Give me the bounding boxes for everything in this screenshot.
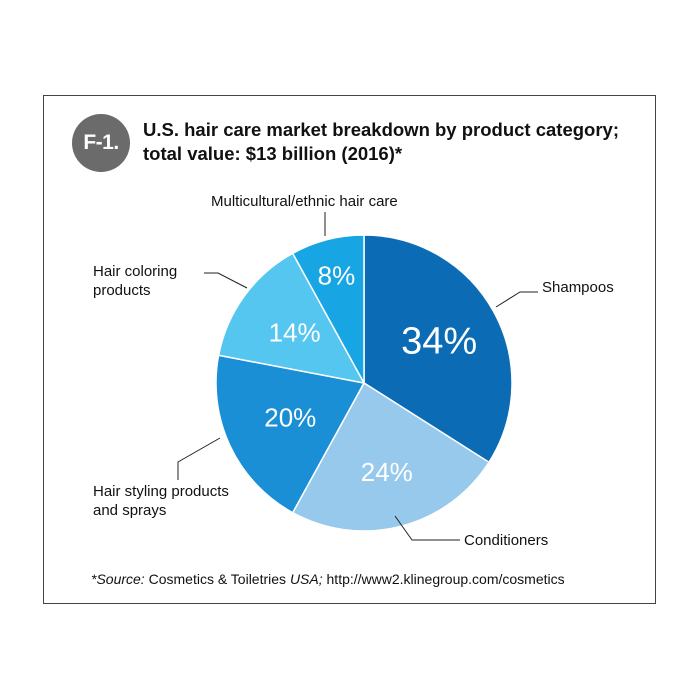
source-url: http://www2.klinegroup.com/cosmetics — [322, 571, 565, 587]
source-note: *Source: Cosmetics & Toiletries USA; htt… — [91, 571, 565, 587]
slice-label-hair-styling-products-and-sprays: Hair styling products and sprays — [93, 483, 229, 519]
leader-line-shampoos — [495, 291, 538, 308]
pie-slice-shampoos — [363, 234, 513, 464]
pie-slice-conditioners — [291, 381, 490, 532]
slice-label-multicultural-ethnic-hair-care: Multicultural/ethnic hair care — [211, 193, 398, 210]
slice-value-hair-coloring-products: 14% — [269, 318, 321, 348]
source-region: USA; — [289, 571, 323, 587]
slice-label-hair-coloring-products: Hair coloring products — [93, 263, 177, 299]
source-prefix: *Source: — [91, 571, 145, 587]
slice-label-shampoos: Shampoos — [542, 279, 614, 296]
pie-slice-hair-coloring-products — [217, 252, 366, 385]
leader-line-hair-coloring-products — [204, 272, 248, 289]
slice-value-conditioners: 24% — [361, 457, 413, 487]
leader-line-hair-styling-products-and-sprays — [177, 437, 221, 480]
slice-value-hair-styling-products-and-sprays: 20% — [264, 403, 316, 433]
chart-title: U.S. hair care market breakdown by produ… — [143, 118, 643, 166]
slice-value-multicultural-ethnic-hair-care: 8% — [318, 261, 356, 291]
source-publisher: Cosmetics & Toiletries — [144, 571, 290, 587]
pie-slice-hair-styling-products-and-sprays — [215, 354, 366, 514]
chart-title-line-1: U.S. hair care market breakdown by produ… — [143, 119, 620, 140]
leader-line-conditioners — [394, 515, 460, 541]
chart-frame — [43, 95, 656, 604]
slice-value-shampoos: 34% — [401, 321, 477, 363]
chart-title-line-2: total value: $13 billion (2016)* — [143, 143, 403, 164]
figure-badge: F-1. — [72, 114, 130, 172]
slice-label-conditioners: Conditioners — [464, 532, 548, 549]
pie-slice-multicultural-ethnic-hair-care — [291, 234, 365, 384]
